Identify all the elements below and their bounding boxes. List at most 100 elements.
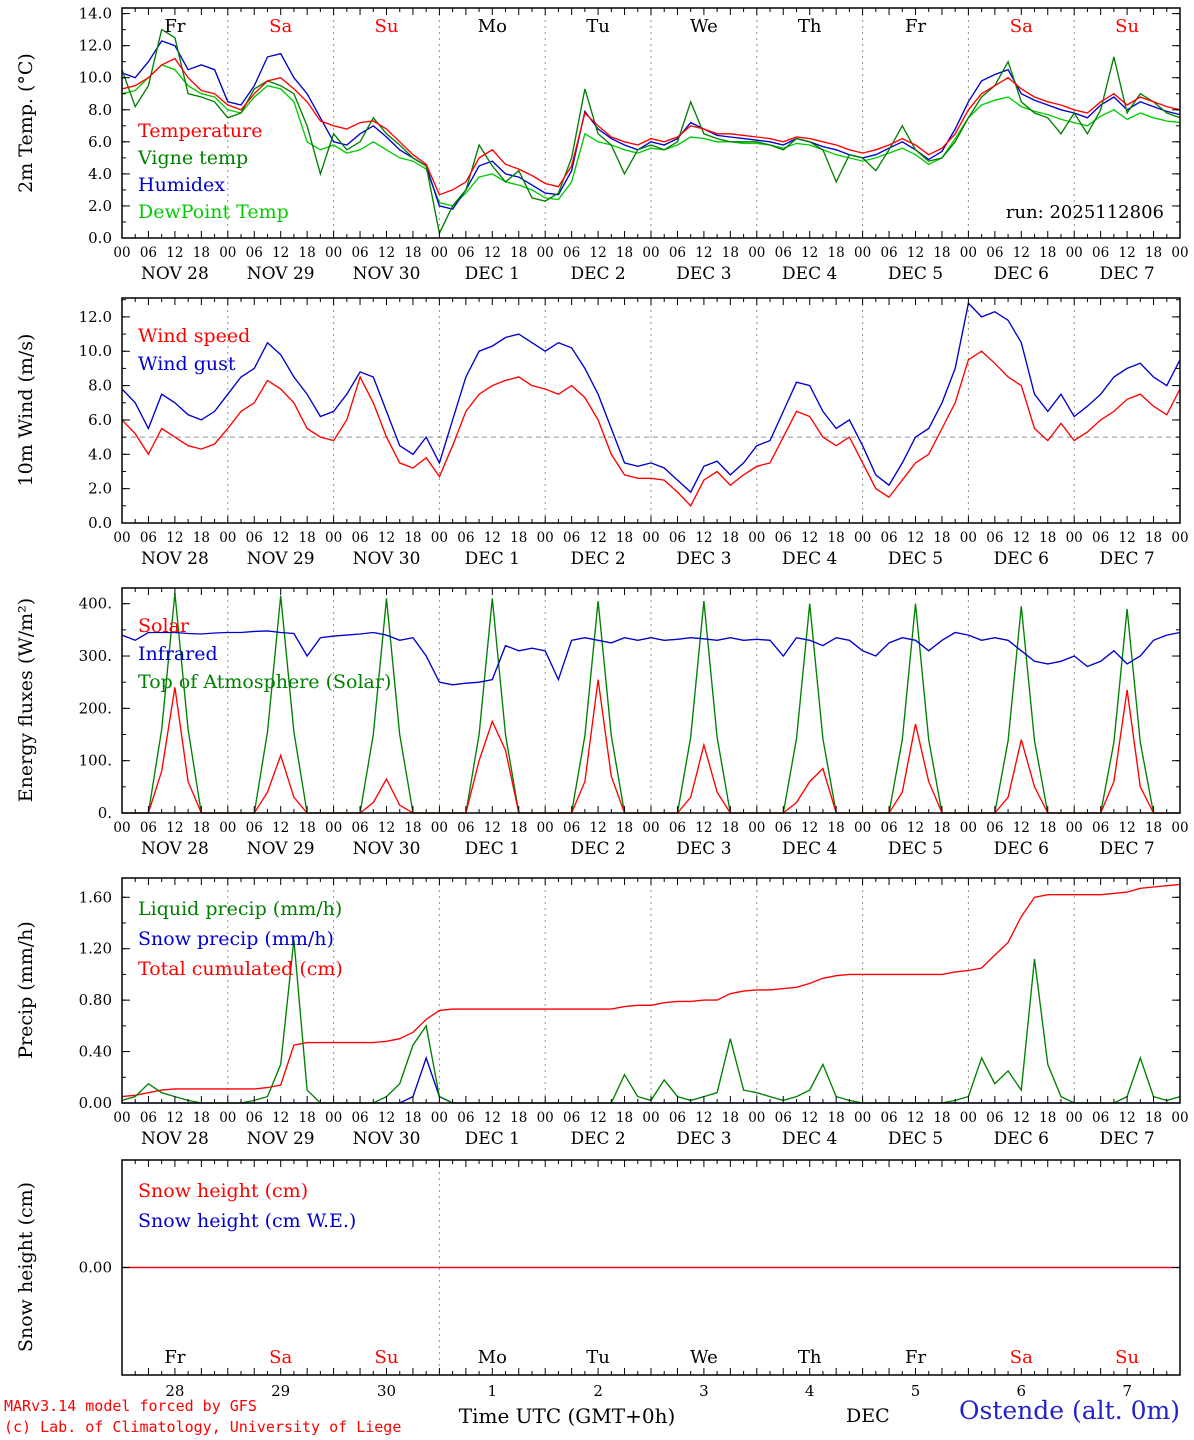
weekday-label-top: Su <box>375 16 399 37</box>
series-total-cumulated-cm <box>121 883 1181 1098</box>
credit-model: MARv3.14 model forced by GFS <box>4 1397 257 1415</box>
day-number: 2 <box>593 1382 603 1400</box>
hour-label: 06 <box>351 820 368 836</box>
hour-label: 00 <box>1171 1110 1188 1126</box>
hour-label: 06 <box>246 820 263 836</box>
weekday-label: Su <box>1115 1347 1139 1368</box>
hour-label: 18 <box>722 820 739 836</box>
hour-label: 12 <box>1013 530 1030 546</box>
hour-label: 00 <box>325 245 342 261</box>
date-label: DEC 7 <box>1099 549 1154 569</box>
hour-label: 00 <box>1066 1110 1083 1126</box>
hour-label: 00 <box>325 530 342 546</box>
hour-label: 00 <box>748 1110 765 1126</box>
y-tick-label: 300. <box>79 647 112 665</box>
hour-label: 06 <box>986 820 1003 836</box>
date-label: NOV 30 <box>353 264 421 284</box>
y-tick-label: 1.60 <box>79 888 112 906</box>
hour-label: 12 <box>907 245 924 261</box>
series-temperature <box>121 57 1181 196</box>
hour-label: 00 <box>431 530 448 546</box>
hour-label: 12 <box>907 820 924 836</box>
y-tick-label: 0.80 <box>79 991 112 1009</box>
date-label: NOV 29 <box>247 839 315 859</box>
hour-label: 12 <box>484 1110 501 1126</box>
date-label: DEC 5 <box>888 549 943 569</box>
day-number: 29 <box>271 1382 290 1400</box>
hour-label: 00 <box>325 1110 342 1126</box>
weekday-label: Fr <box>905 1347 926 1368</box>
y-tick-label: 1.20 <box>79 940 112 958</box>
hour-label: 06 <box>986 1110 1003 1126</box>
y-tick-label: 400. <box>79 595 112 613</box>
y-tick-label: 0.0 <box>88 514 112 532</box>
legend-snow-height-we: Snow height (cm W.E.) <box>138 1210 357 1232</box>
hour-label: 18 <box>828 530 845 546</box>
legend-wind-speed: Wind speed <box>138 325 251 347</box>
hour-label: 12 <box>907 1110 924 1126</box>
hour-label: 12 <box>166 530 183 546</box>
hour-label: 06 <box>1092 530 1109 546</box>
weekday-label-top: Sa <box>1010 16 1033 37</box>
date-label: DEC 2 <box>570 549 625 569</box>
y-tick-label: 4.0 <box>88 445 112 463</box>
hour-label: 00 <box>642 245 659 261</box>
hour-label: 18 <box>616 820 633 836</box>
panel-border <box>121 7 1181 239</box>
hour-label: 18 <box>828 820 845 836</box>
y-tick-label: 4.0 <box>88 165 112 183</box>
date-label: DEC 1 <box>465 549 520 569</box>
day-number: 5 <box>911 1382 921 1400</box>
hour-label: 00 <box>113 530 130 546</box>
hour-label: 06 <box>246 530 263 546</box>
hour-label: 06 <box>775 530 792 546</box>
legend-dewpoint-temp: DewPoint Temp <box>138 201 289 223</box>
hour-label: 12 <box>801 245 818 261</box>
date-label: NOV 30 <box>353 839 421 859</box>
date-label: NOV 28 <box>141 549 209 569</box>
hour-label: 00 <box>1066 245 1083 261</box>
hour-label: 00 <box>642 530 659 546</box>
hour-label: 18 <box>299 530 316 546</box>
hour-label: 06 <box>351 530 368 546</box>
hour-label: 12 <box>695 530 712 546</box>
hour-label: 00 <box>431 245 448 261</box>
hour-label: 12 <box>695 1110 712 1126</box>
hour-label: 00 <box>642 820 659 836</box>
date-label: DEC 7 <box>1099 264 1154 284</box>
date-label: DEC 1 <box>465 1129 520 1149</box>
hour-label: 06 <box>986 245 1003 261</box>
hour-label: 00 <box>219 245 236 261</box>
date-label: NOV 30 <box>353 1129 421 1149</box>
hour-label: 00 <box>431 820 448 836</box>
y-axis-label-temperature: 2m Temp. (°C) <box>15 53 37 193</box>
date-label: NOV 28 <box>141 264 209 284</box>
date-label: DEC 7 <box>1099 1129 1154 1149</box>
hour-label: 00 <box>1171 530 1188 546</box>
hour-label: 06 <box>1092 245 1109 261</box>
date-label: DEC 3 <box>676 549 731 569</box>
date-label: NOV 29 <box>247 1129 315 1149</box>
hour-label: 00 <box>219 820 236 836</box>
hour-label: 18 <box>299 245 316 261</box>
legend-wind-gust: Wind gust <box>138 353 236 375</box>
hour-label: 00 <box>854 530 871 546</box>
hour-label: 12 <box>272 530 289 546</box>
series-vigne-temp <box>121 28 1181 236</box>
hour-label: 12 <box>1013 245 1030 261</box>
hour-label: 06 <box>880 245 897 261</box>
hour-label: 12 <box>166 245 183 261</box>
hour-label: 18 <box>933 530 950 546</box>
hour-label: 00 <box>113 245 130 261</box>
hour-label: 06 <box>140 820 157 836</box>
y-tick-label: 6.0 <box>88 411 112 429</box>
y-tick-label: 8.0 <box>88 377 112 395</box>
precip-panel: 0.00 0.40 0.80 1.20 1.60 00 06 12 18 00 06 12 18 00 06… <box>79 877 1189 1149</box>
date-label: DEC 4 <box>782 839 837 859</box>
weekday-label-top: Su <box>1115 16 1139 37</box>
legend-snow-height: Snow height (cm) <box>138 1180 309 1202</box>
date-label: NOV 28 <box>141 839 209 859</box>
hour-label: 18 <box>933 245 950 261</box>
hour-label: 18 <box>1145 530 1162 546</box>
hour-label: 06 <box>669 820 686 836</box>
